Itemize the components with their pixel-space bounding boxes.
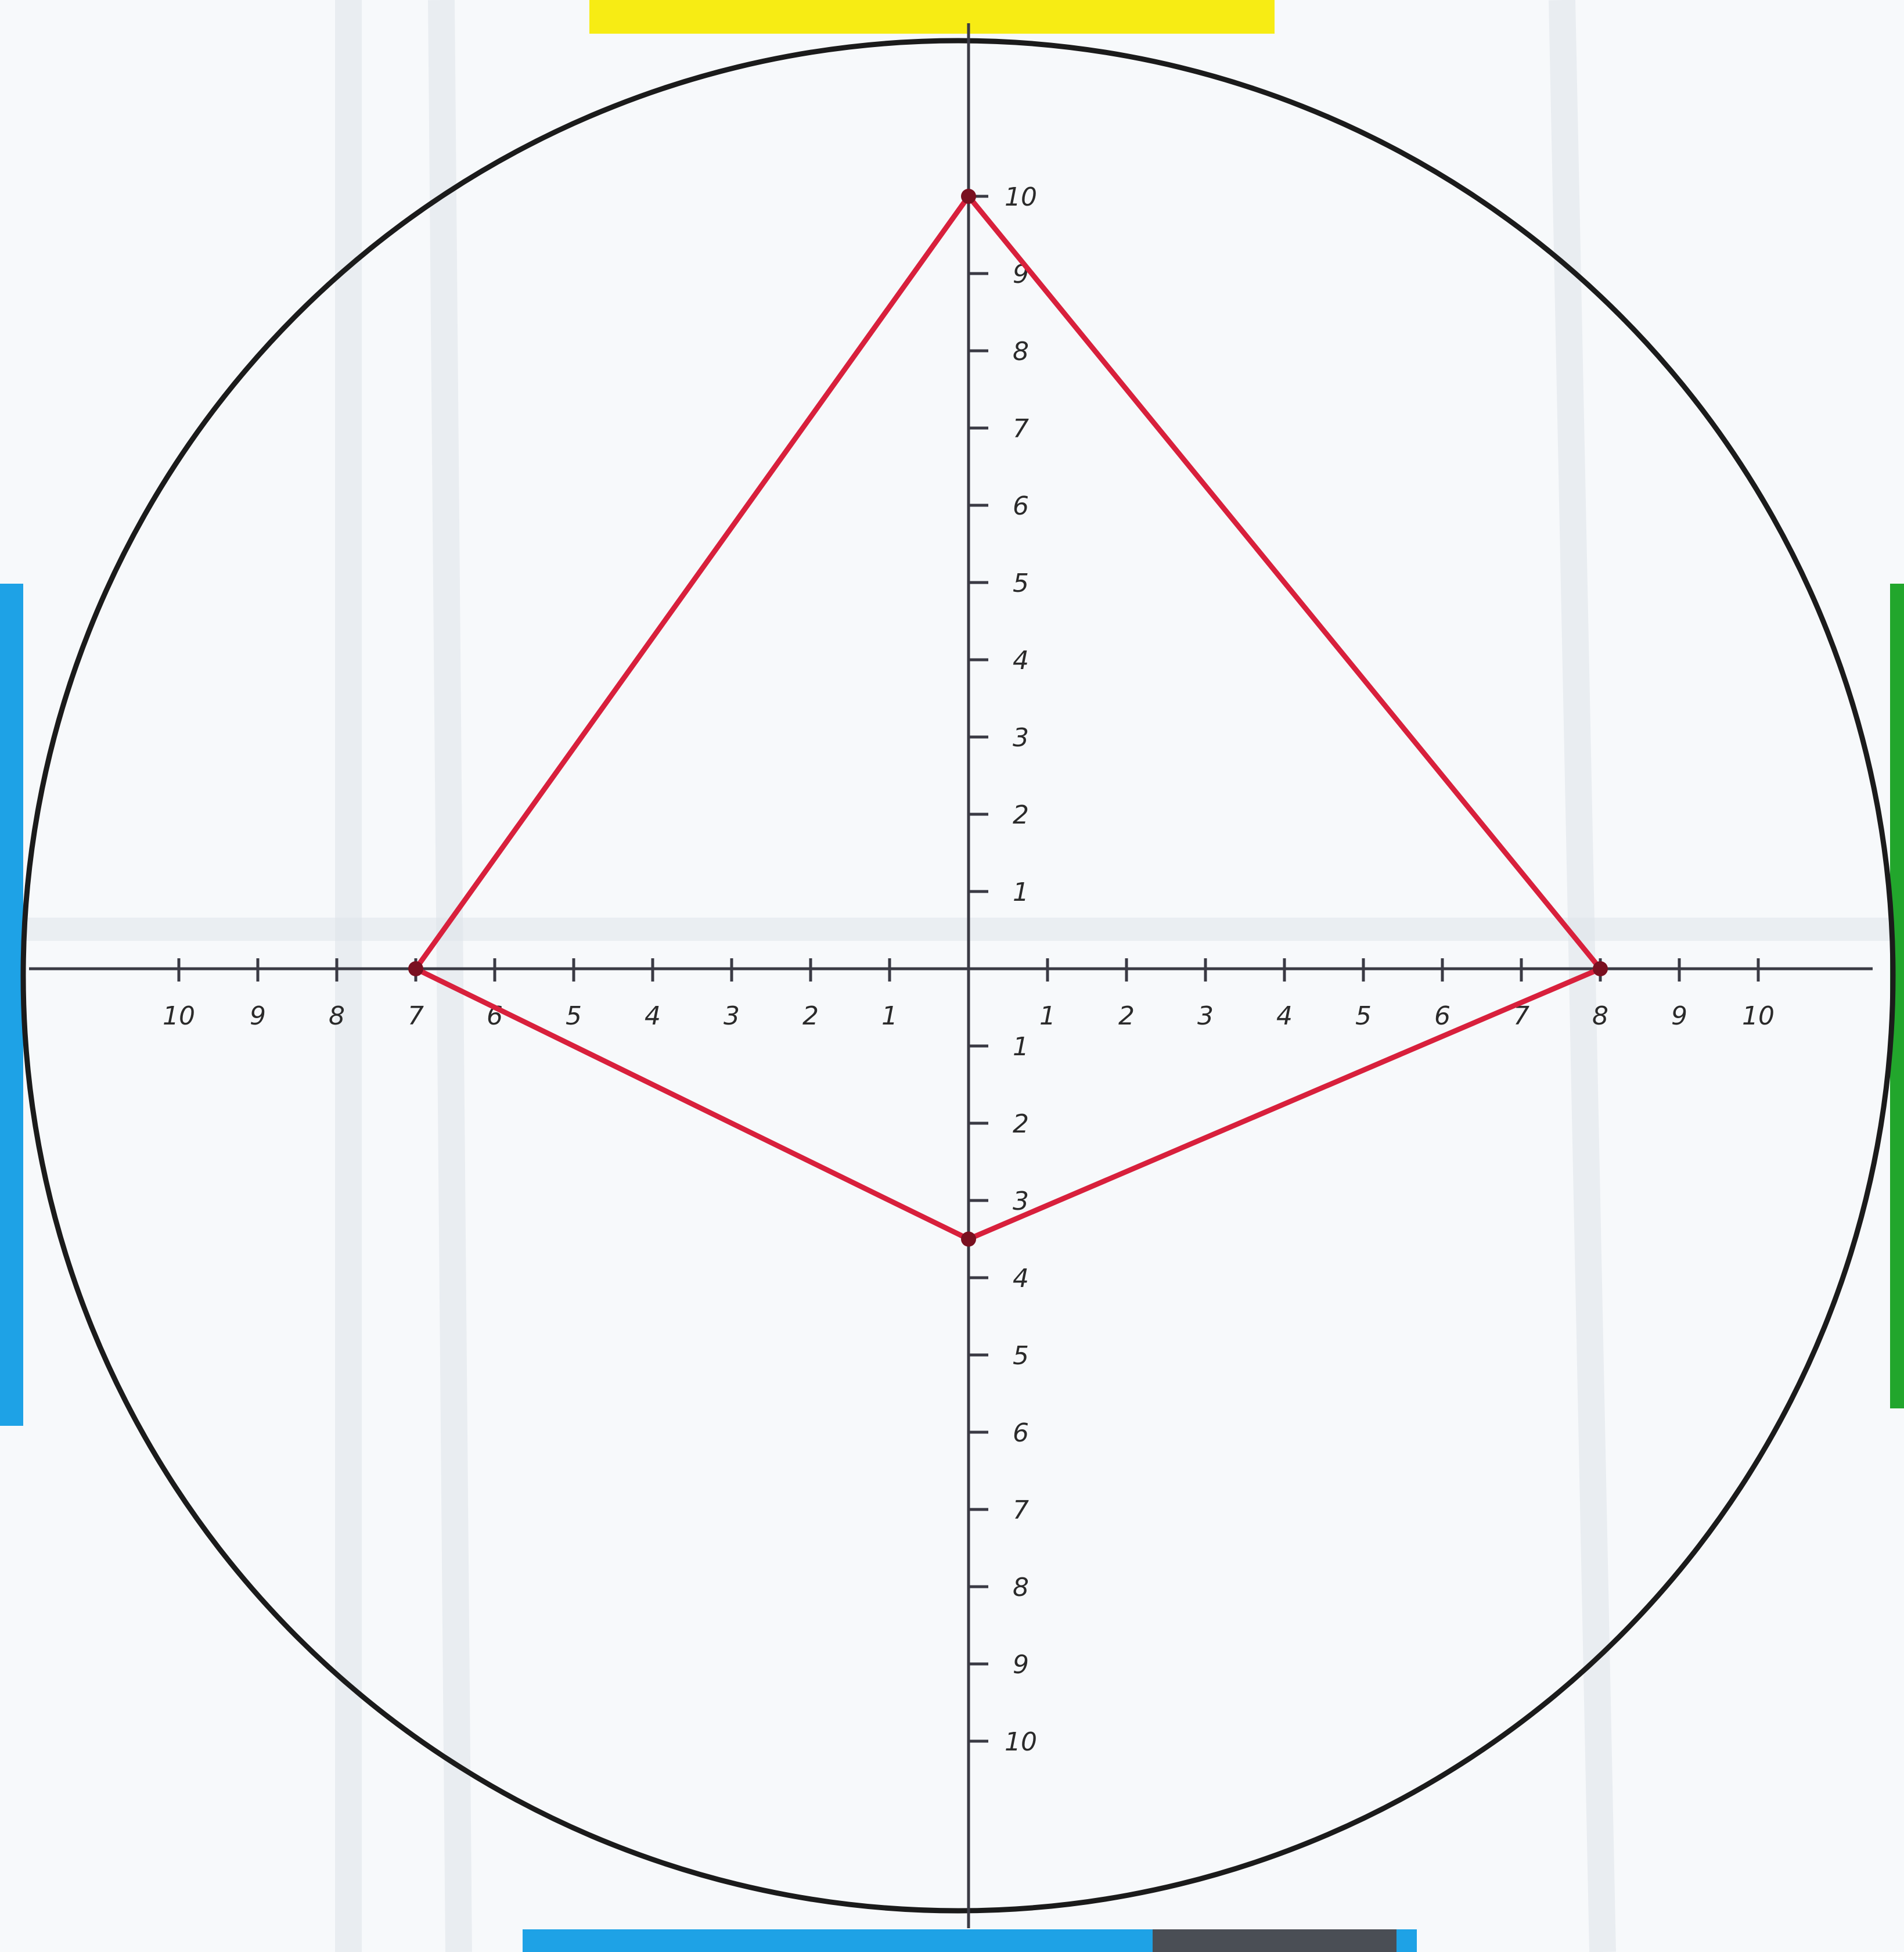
x-tick-label: 9: [1671, 1001, 1687, 1031]
y-tick-label: 5: [1013, 569, 1029, 598]
y-tick-label: 1: [1013, 1032, 1029, 1062]
y-tick-label: 5: [1013, 1341, 1029, 1371]
vertex-point: [408, 961, 423, 976]
x-tick-label: 10: [163, 1001, 195, 1031]
x-tick-label: 8: [1592, 1001, 1608, 1031]
x-tick-label: 9: [250, 1001, 266, 1031]
y-tick-label: 3: [1013, 1187, 1029, 1216]
y-tick-label: 8: [1013, 337, 1029, 366]
x-tick-label: 3: [1197, 1001, 1214, 1031]
vertex-markers: [408, 189, 1608, 1247]
y-tick-label: 2: [1013, 1109, 1029, 1139]
x-tick-label: 7: [408, 1001, 424, 1031]
tab-left: [0, 584, 23, 1426]
vertex-point: [961, 189, 976, 204]
y-tick-label: 7: [1013, 414, 1029, 444]
y-tick-label: 9: [1013, 1650, 1029, 1680]
y-tick-label: 8: [1013, 1573, 1029, 1602]
x-tick-label: 4: [645, 1001, 661, 1031]
x-tick-label: 6: [1434, 1001, 1451, 1031]
y-tick-label: 10: [1005, 1727, 1037, 1757]
x-tick-label: 2: [1118, 1001, 1135, 1031]
x-tick-label: 2: [802, 1001, 819, 1031]
tab-bottom: [1153, 1929, 1396, 1952]
vertex-point: [961, 1231, 976, 1247]
x-tick-label: 1: [1039, 1001, 1056, 1031]
boundary-circle: [20, 38, 1896, 1914]
axis-ticks: [177, 195, 1760, 1743]
x-tick-label: 10: [1742, 1001, 1775, 1031]
x-tick-label: 1: [881, 1001, 898, 1031]
x-tick-label: 3: [724, 1001, 740, 1031]
x-tick-label: 4: [1276, 1001, 1293, 1031]
y-tick-label: 1: [1013, 878, 1029, 907]
y-tick-label: 10: [1005, 182, 1037, 212]
x-tick-label: 5: [566, 1001, 582, 1031]
y-tick-label: 6: [1013, 1418, 1029, 1448]
vertex-point: [1593, 961, 1608, 976]
y-tick-label: 3: [1013, 723, 1029, 753]
y-tick-label: 7: [1013, 1496, 1029, 1525]
tab-top: [589, 0, 1275, 34]
fold-shadow-vertical: [428, 0, 472, 1952]
x-tick-label: 5: [1355, 1001, 1372, 1031]
y-tick-label: 4: [1013, 646, 1029, 675]
y-tick-label: 6: [1013, 491, 1029, 521]
y-tick-label: 4: [1013, 1264, 1029, 1293]
x-tick-label: 8: [329, 1001, 345, 1031]
y-tick-label: 2: [1013, 800, 1029, 830]
